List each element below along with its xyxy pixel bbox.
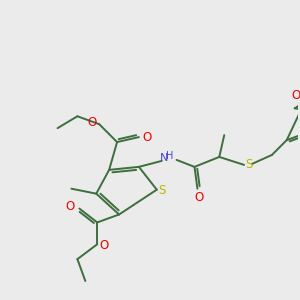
Text: O: O (195, 191, 204, 204)
Text: S: S (245, 158, 253, 171)
Text: H: H (166, 151, 173, 161)
Text: O: O (291, 89, 300, 102)
Text: S: S (158, 184, 165, 197)
Text: O: O (142, 130, 152, 144)
Text: O: O (66, 200, 75, 213)
Text: N: N (160, 153, 168, 163)
Text: O: O (100, 239, 109, 252)
Text: O: O (88, 116, 97, 129)
